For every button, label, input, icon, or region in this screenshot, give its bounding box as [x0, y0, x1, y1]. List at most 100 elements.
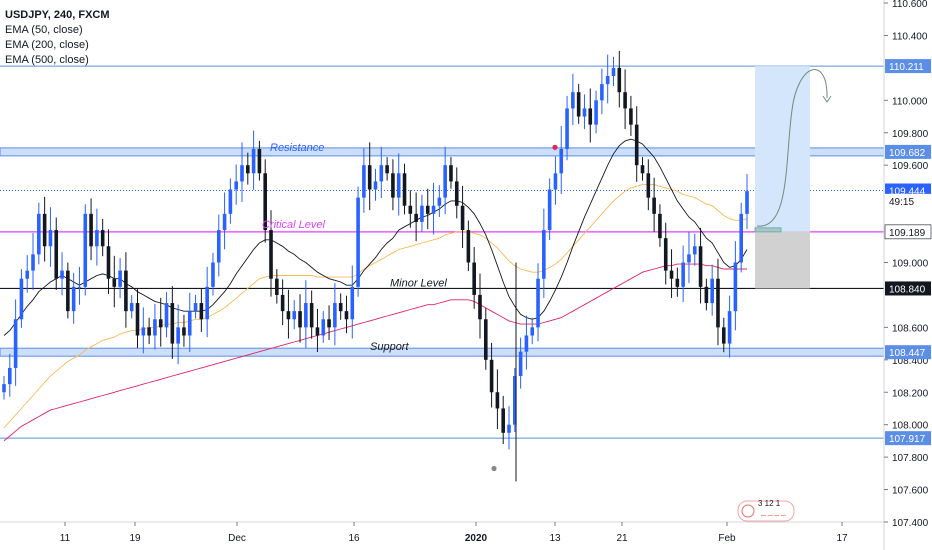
candle-body	[513, 376, 517, 425]
candle-body	[124, 270, 128, 312]
candle-body	[408, 205, 413, 214]
projection-arrowhead	[822, 95, 832, 103]
level-label: Support	[370, 341, 409, 353]
candle-body	[489, 359, 494, 393]
candle-body	[234, 181, 238, 190]
candles	[2, 50, 749, 482]
x-tick-label: 13	[549, 533, 561, 544]
watermark-logo: 3 12 1 ∽∽∽∽	[737, 499, 795, 522]
candle-body	[611, 67, 616, 76]
candle-body	[576, 92, 581, 117]
candle-body	[83, 213, 88, 287]
candle-body	[530, 327, 535, 336]
x-tick-label: 21	[616, 533, 628, 544]
candle-body	[60, 270, 64, 279]
zone-support[interactable]	[0, 347, 885, 357]
candle-body	[112, 278, 117, 287]
candle-body	[437, 197, 442, 206]
y-tick-label: 109.600	[892, 161, 929, 172]
x-tick-label: 17	[836, 533, 848, 544]
candle-body	[745, 191, 749, 214]
candle-body	[280, 294, 285, 312]
x-tick-label: 19	[129, 533, 141, 544]
y-tick-label: 108.600	[892, 323, 929, 334]
candle-body	[443, 165, 447, 198]
symbol-title[interactable]: USDJPY, 240, FXCM	[5, 9, 110, 21]
watermark-text: 3 12 1	[758, 499, 781, 508]
candle-body	[373, 181, 378, 190]
candle-body	[66, 270, 70, 312]
candle-body	[19, 278, 24, 320]
candle-body	[524, 335, 529, 352]
candle-body	[13, 319, 18, 368]
candle-body	[77, 286, 82, 288]
ema200-legend[interactable]: EMA (200, close)	[5, 39, 89, 51]
candle-body	[106, 246, 111, 279]
candle-body	[617, 67, 622, 93]
long-position-tool[interactable]	[754, 66, 810, 289]
candle-body	[379, 165, 384, 182]
candle-body	[309, 303, 314, 328]
candle-body	[222, 213, 227, 231]
price-tag-text: 108.840	[889, 284, 926, 295]
projection-curve[interactable]	[756, 69, 828, 227]
zone-resistance[interactable]	[0, 147, 885, 157]
candle-body	[199, 303, 204, 320]
price-tag-text: 109.189	[889, 228, 926, 239]
projection-arrow[interactable]	[756, 69, 832, 227]
candle-body	[327, 319, 331, 328]
candle-body	[727, 311, 732, 344]
price-axis[interactable]: 110.600 110.400 110.000 109.800 109.600 109.0…	[884, 0, 929, 529]
candle-body	[739, 213, 743, 263]
candle-body	[507, 424, 511, 433]
candle-body	[634, 124, 639, 166]
level-label: Critical Level	[262, 219, 326, 231]
price-tag-box	[884, 224, 932, 240]
candle-body	[367, 165, 372, 190]
candle-body	[164, 303, 169, 328]
candle-body	[681, 262, 685, 287]
candle-body	[158, 319, 163, 328]
y-tick-label: 107.400	[892, 518, 929, 529]
position-stop-area[interactable]	[755, 231, 810, 289]
candle-body	[588, 108, 593, 125]
candle-body	[100, 230, 105, 247]
candle-body	[658, 213, 662, 239]
candle-body	[245, 165, 250, 174]
y-tick-label: 108.400	[892, 356, 929, 367]
plot-background	[0, 0, 884, 522]
candle-body	[176, 327, 180, 344]
candle-body	[228, 189, 233, 214]
ema500-legend[interactable]: EMA (500, close)	[5, 54, 89, 66]
candle-body	[182, 327, 186, 336]
candle-body	[71, 286, 76, 312]
candle-body	[542, 230, 546, 279]
candle-body	[547, 189, 552, 231]
candle-body	[623, 92, 627, 109]
candle-body	[275, 278, 279, 295]
time-axis[interactable]: 11 19 Dec 16 2020 13 21 Feb 17	[60, 522, 848, 544]
ema50-legend[interactable]: EMA (50, close)	[5, 24, 83, 36]
candle-body	[710, 278, 714, 304]
x-tick-label: Feb	[718, 533, 736, 544]
position-entry-handle[interactable]	[754, 227, 782, 233]
candle-body	[321, 319, 326, 336]
candle-body	[605, 75, 610, 85]
candle-body	[54, 230, 59, 279]
level-label: Resistance	[270, 142, 324, 154]
candle-body	[472, 262, 476, 295]
candle-body	[646, 173, 651, 198]
candle-body	[669, 270, 674, 279]
y-tick-label: 110.400	[892, 31, 928, 42]
candle-body	[147, 327, 151, 336]
candle-body	[153, 319, 157, 336]
price-tag-text: 107.917	[889, 434, 926, 445]
candle-body	[385, 165, 389, 174]
candle-body	[333, 303, 337, 328]
candle-body	[251, 148, 256, 174]
position-target-area[interactable]	[755, 66, 810, 232]
candle-body	[594, 100, 598, 125]
candle-body	[733, 262, 738, 312]
candle-body	[170, 303, 175, 344]
